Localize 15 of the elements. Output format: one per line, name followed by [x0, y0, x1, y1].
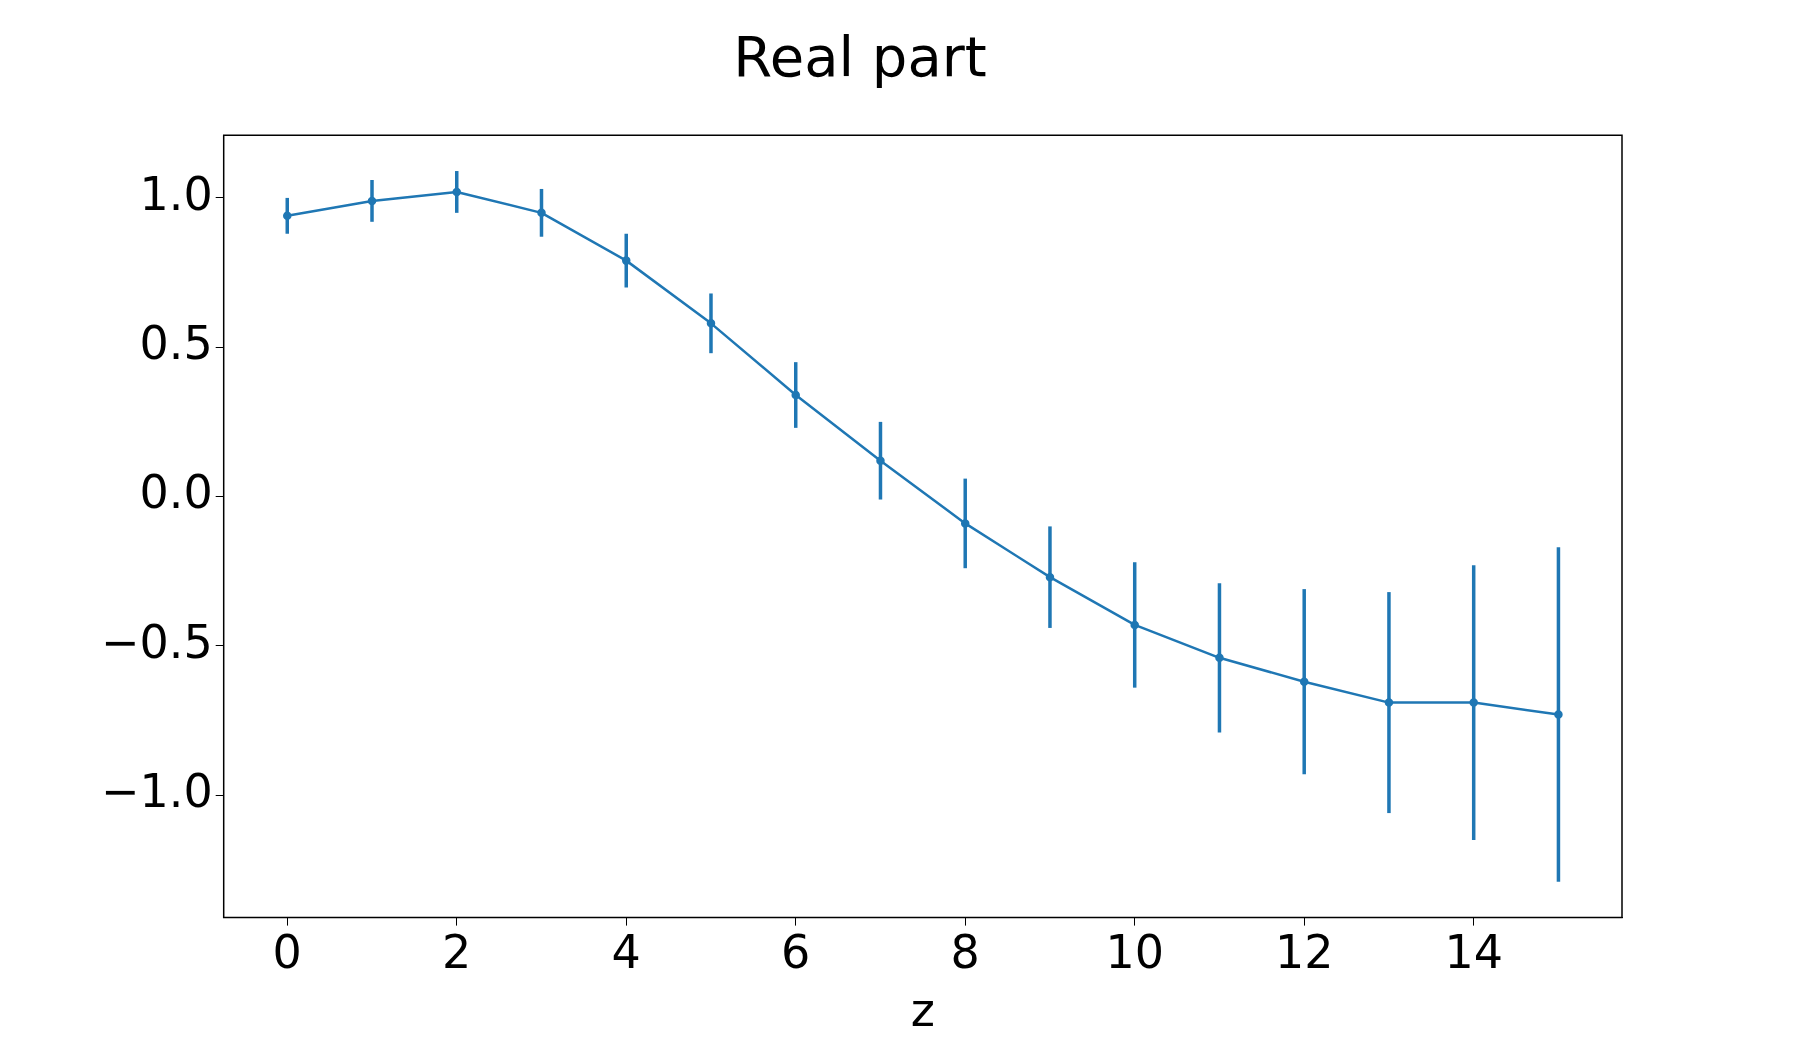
y-tick-label: −1.0 — [101, 764, 213, 819]
x-tick-label: 12 — [1274, 925, 1334, 980]
x-tick-label: 10 — [1105, 925, 1164, 980]
chart-title: Real part — [733, 24, 987, 90]
x-tick-label: 6 — [781, 925, 811, 980]
y-tick-label: 1.0 — [139, 166, 213, 221]
x-tick-label: 2 — [442, 925, 472, 980]
x-tick-label: 0 — [272, 925, 302, 980]
x-tick-label: 8 — [950, 925, 980, 980]
y-tick-label: 0.5 — [139, 316, 213, 371]
x-axis-title: z — [910, 983, 935, 1038]
x-tick-label: 14 — [1444, 925, 1503, 980]
x-tick-label: 4 — [611, 925, 641, 980]
y-tick-label: −0.5 — [101, 614, 213, 669]
y-tick-label: 0.0 — [139, 465, 213, 520]
